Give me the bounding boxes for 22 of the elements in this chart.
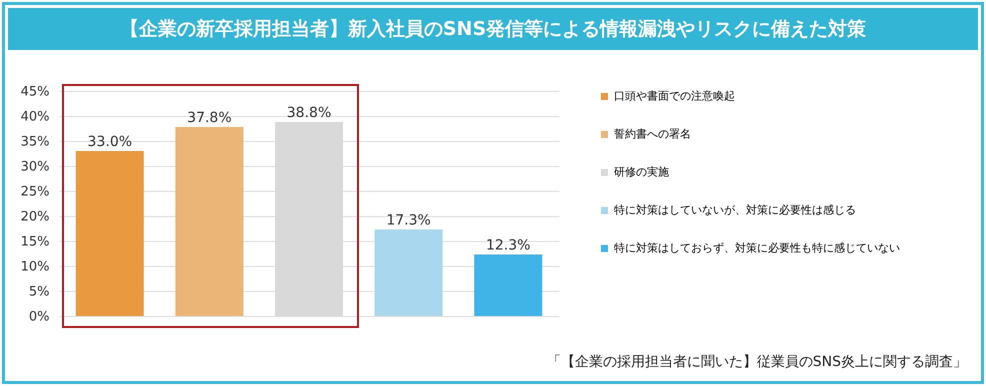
text: 「【企業の採用担当者に聞いた】従業員のSNS炎上に関する調査」 <box>546 353 967 371</box>
data-label: 37.8% <box>187 110 232 126</box>
legend-label: 特に対策はしておらず、対策に必要性も特に感じていない <box>614 242 900 254</box>
y-tick-label: 45% <box>20 84 50 100</box>
y-tick-label: 0% <box>28 310 50 324</box>
data-label: 33.0% <box>88 134 132 150</box>
y-tick-label: 40% <box>20 110 50 124</box>
chart-title: 【企業の新卒採用担当者】新入社員のSNS発信等による情報漏洩やリスクに備えた対策 <box>8 8 978 50</box>
y-tick-label: 25% <box>20 184 50 200</box>
y-tick-label: 5% <box>28 284 50 300</box>
legend-label: 研修の実施 <box>614 166 669 178</box>
y-tick-label: 10% <box>20 260 50 274</box>
data-label: 38.8% <box>286 105 332 121</box>
data-label: 17.3% <box>386 212 431 228</box>
legend-label: 特に対策はしていないが、対策に必要性は感じる <box>614 204 856 216</box>
data-label: 12.3% <box>486 238 530 254</box>
y-tick-label: 30% <box>20 160 50 174</box>
legend-label: 誓約書への署名 <box>614 128 691 140</box>
y-tick-label: 20% <box>20 210 50 224</box>
y-tick-label: 35% <box>20 134 50 150</box>
legend-label: 口頭や書面での注意喚起 <box>614 90 735 102</box>
y-tick-label: 15% <box>20 234 50 250</box>
